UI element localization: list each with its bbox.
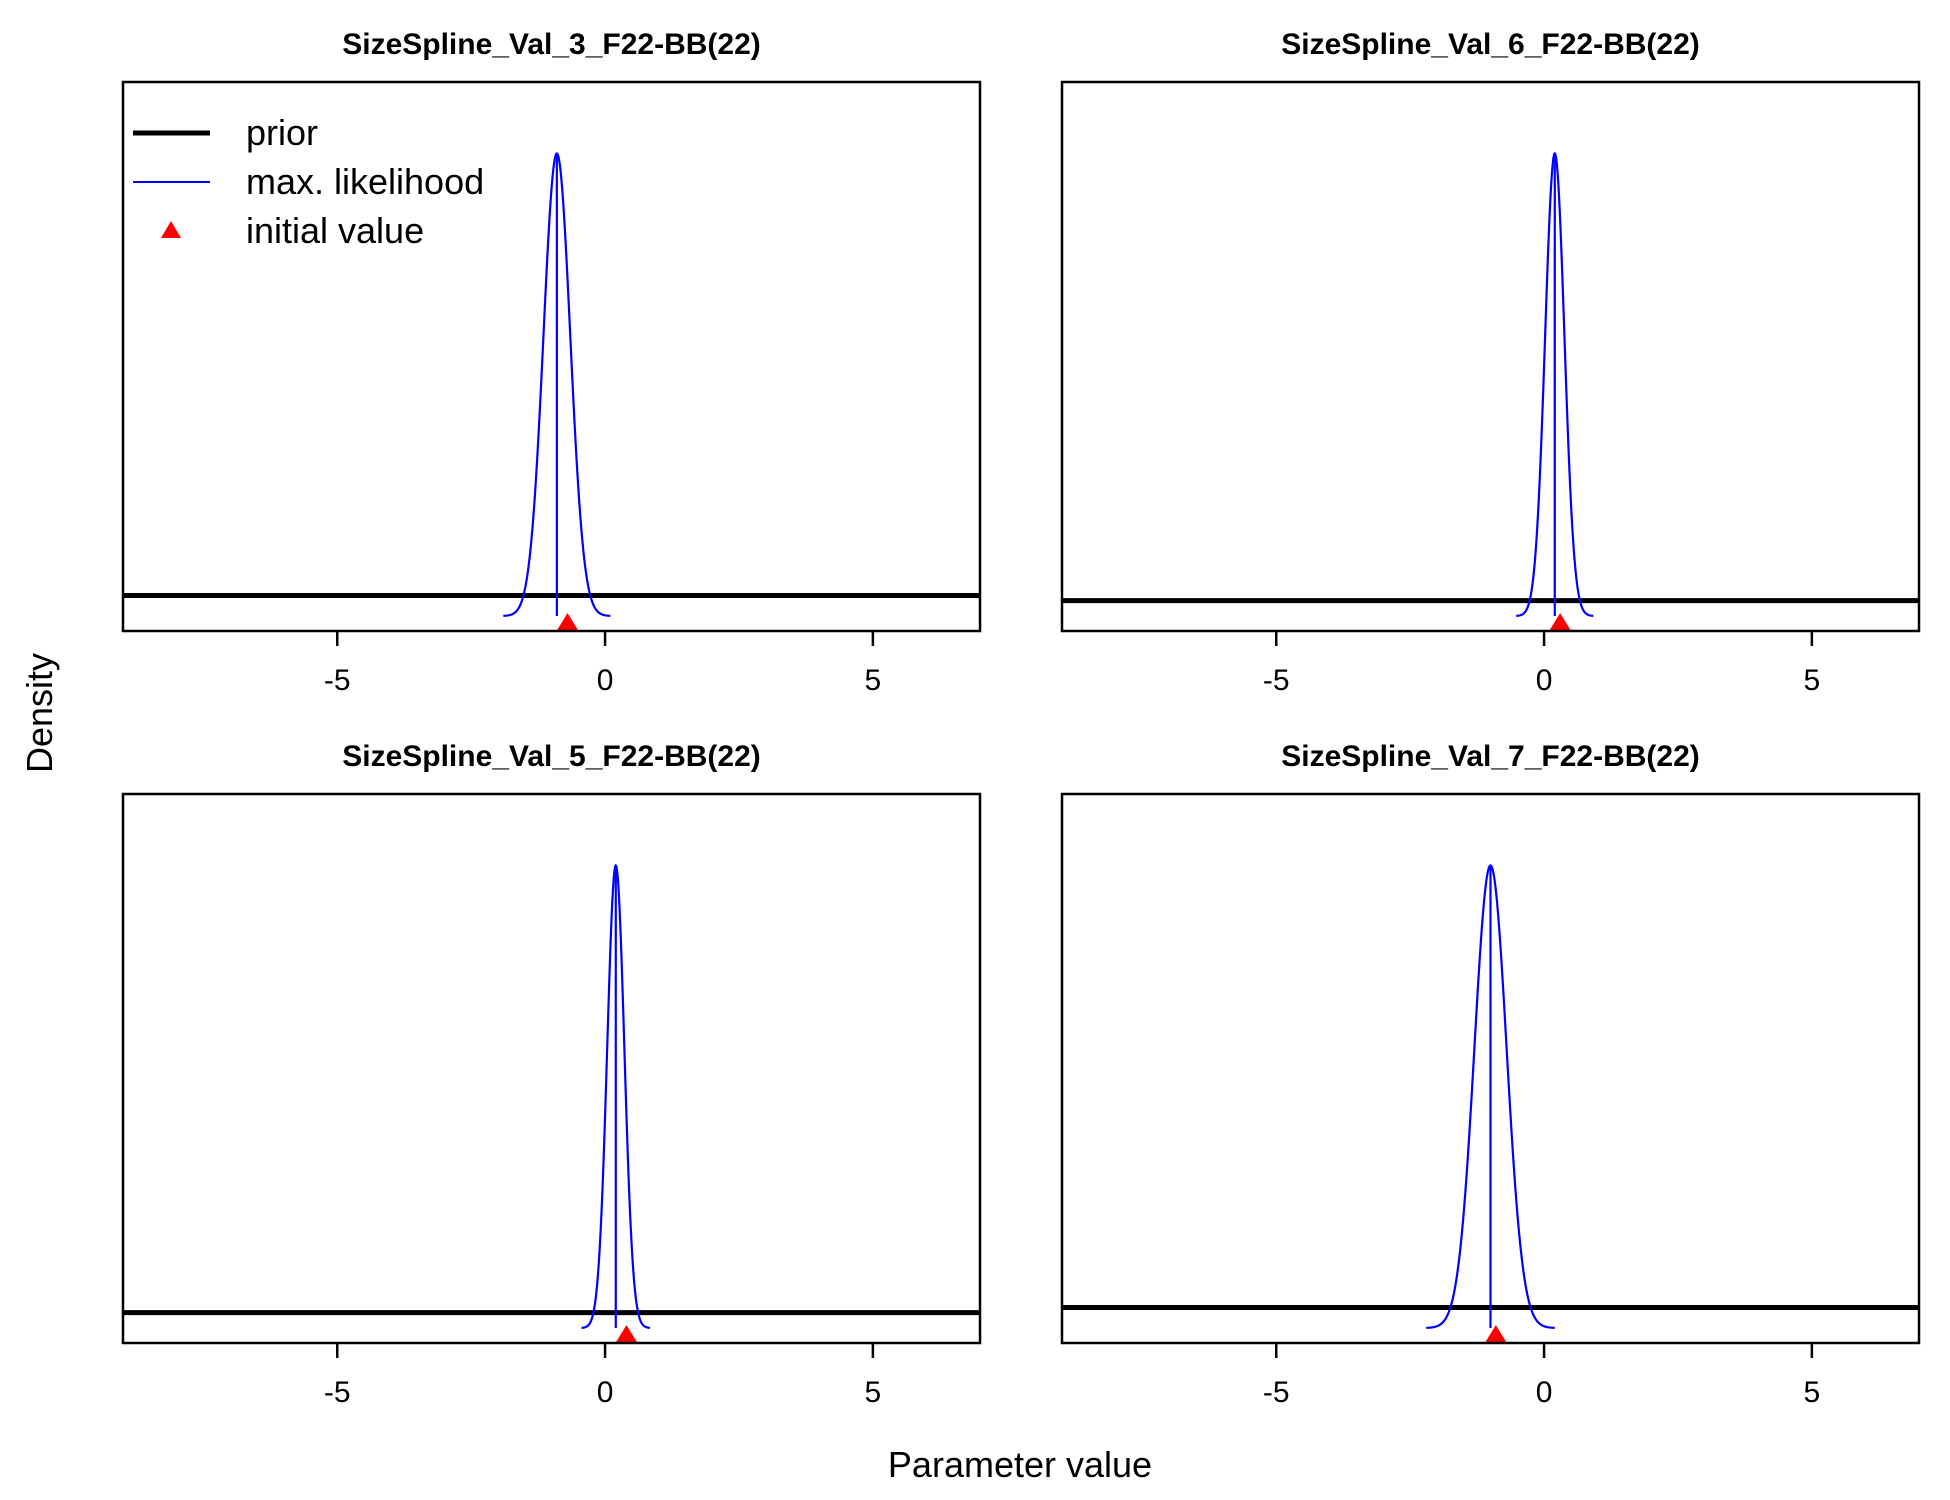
- legend: prior max. likelihood initial value: [133, 112, 484, 251]
- x-tick-label: 5: [1804, 664, 1821, 697]
- legend-label: initial value: [246, 210, 424, 251]
- x-tick-label: -5: [324, 664, 351, 697]
- plot-frame: [121, 792, 982, 1345]
- x-axis-label: Parameter value: [888, 1444, 1152, 1485]
- x-tick-label: 0: [597, 1376, 614, 1409]
- panel-title: SizeSpline_Val_6_F22-BB(22): [1281, 28, 1700, 61]
- legend-label: prior: [246, 112, 318, 153]
- panel-4: SizeSpline_Val_7_F22-BB(22) -5 0 5: [1060, 740, 1921, 1409]
- legend-initial-swatch: [161, 221, 181, 238]
- x-tick-label: 5: [865, 664, 882, 697]
- legend-label: max. likelihood: [246, 161, 484, 202]
- plot-frame: [1060, 792, 1921, 1345]
- x-tick-label: 0: [1536, 664, 1553, 697]
- panel-1: SizeSpline_Val_3_F22-BB(22) -5 0 5: [121, 28, 982, 697]
- panel-2: SizeSpline_Val_6_F22-BB(22) -5 0 5: [1060, 28, 1921, 697]
- plot-frame: [1060, 80, 1921, 633]
- x-tick-label: 5: [1804, 1376, 1821, 1409]
- panel-3: SizeSpline_Val_5_F22-BB(22) -5 0 5: [121, 740, 982, 1409]
- panel-title: SizeSpline_Val_7_F22-BB(22): [1281, 740, 1700, 773]
- initial-value-marker: [615, 1325, 638, 1343]
- x-tick-label: 0: [597, 664, 614, 697]
- panels: SizeSpline_Val_3_F22-BB(22)-5 0 5SizeSplin…: [121, 28, 1921, 1409]
- panel-title: SizeSpline_Val_5_F22-BB(22): [342, 740, 761, 773]
- initial-value-marker: [1549, 613, 1572, 631]
- y-axis-label: Density: [19, 653, 60, 773]
- x-tick-label: -5: [324, 1376, 351, 1409]
- initial-value-marker: [1484, 1325, 1507, 1343]
- x-tick-label: -5: [1263, 1376, 1290, 1409]
- initial-value-marker: [556, 613, 579, 631]
- panel-title: SizeSpline_Val_3_F22-BB(22): [342, 28, 761, 61]
- x-tick-label: -5: [1263, 664, 1290, 697]
- x-tick-label: 0: [1536, 1376, 1553, 1409]
- x-tick-label: 5: [865, 1376, 882, 1409]
- plot-frame: [121, 80, 982, 633]
